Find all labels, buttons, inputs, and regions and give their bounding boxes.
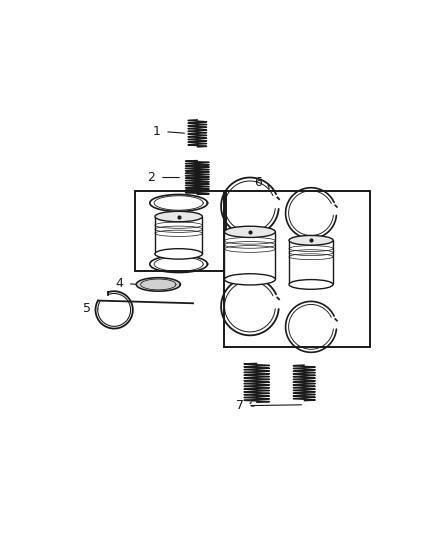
- Text: 1: 1: [153, 125, 160, 138]
- Bar: [224, 191, 371, 347]
- Ellipse shape: [289, 236, 333, 245]
- Bar: [134, 191, 226, 271]
- Ellipse shape: [155, 211, 202, 222]
- Bar: [224, 232, 276, 279]
- Polygon shape: [136, 278, 180, 291]
- Ellipse shape: [155, 249, 202, 259]
- Text: 2: 2: [148, 171, 155, 184]
- Text: 6: 6: [254, 176, 262, 189]
- Bar: [289, 240, 333, 285]
- Text: 7: 7: [236, 399, 244, 412]
- Text: 3: 3: [243, 225, 251, 238]
- Text: 4: 4: [115, 277, 123, 290]
- Ellipse shape: [224, 274, 276, 285]
- Ellipse shape: [289, 280, 333, 289]
- Text: 5: 5: [83, 302, 91, 314]
- Ellipse shape: [224, 226, 276, 237]
- Bar: [155, 216, 202, 254]
